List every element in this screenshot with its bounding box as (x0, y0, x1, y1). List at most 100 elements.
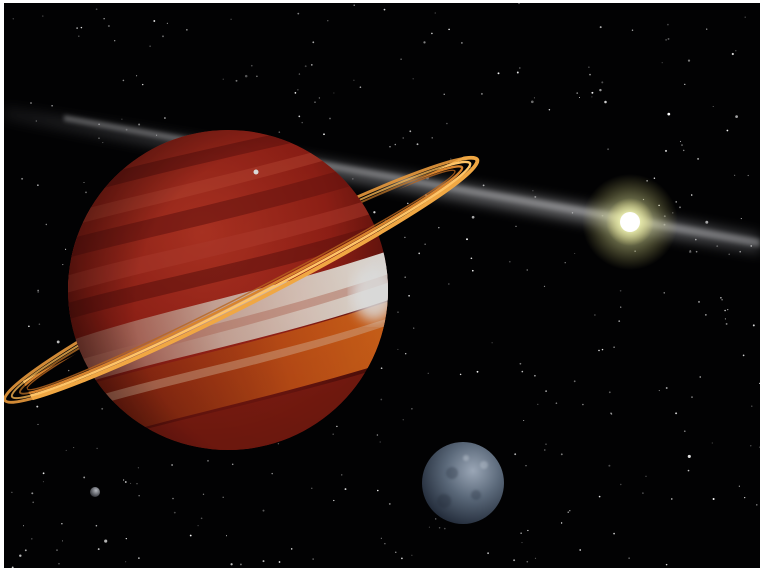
star (513, 559, 516, 562)
star (601, 348, 604, 351)
star (136, 75, 138, 77)
star (78, 35, 80, 37)
star (51, 105, 53, 107)
star (250, 64, 253, 67)
star (428, 526, 430, 528)
star (11, 491, 13, 493)
star (404, 276, 407, 279)
star (438, 527, 441, 529)
star (545, 390, 547, 392)
star (333, 499, 335, 502)
star (314, 101, 316, 103)
star (667, 112, 671, 116)
star (699, 376, 701, 378)
star (312, 558, 314, 560)
star (598, 495, 601, 498)
star (61, 523, 63, 525)
star (599, 88, 602, 92)
star (311, 487, 313, 489)
star (579, 549, 582, 551)
star (413, 327, 415, 329)
star (747, 174, 749, 177)
star (543, 285, 546, 288)
star (690, 194, 693, 196)
star (32, 501, 34, 504)
star (613, 346, 615, 348)
star (548, 109, 551, 111)
star (42, 481, 44, 483)
star (482, 184, 485, 187)
star (534, 557, 537, 559)
star (573, 380, 576, 383)
star (394, 143, 397, 146)
star (65, 248, 67, 250)
star (658, 390, 660, 392)
star (304, 65, 307, 68)
star (525, 465, 527, 467)
star (443, 527, 446, 530)
star (756, 504, 758, 506)
star (222, 78, 224, 80)
star (582, 403, 584, 406)
star (576, 92, 579, 94)
star (312, 41, 315, 44)
star (373, 211, 376, 214)
star (24, 549, 27, 552)
star (124, 481, 127, 483)
star (661, 62, 663, 64)
star (461, 42, 463, 44)
star (230, 18, 232, 21)
star (377, 489, 379, 492)
star (459, 373, 462, 376)
star (665, 387, 668, 389)
star (515, 225, 517, 227)
star (684, 83, 686, 86)
star (688, 250, 692, 254)
star (31, 538, 33, 540)
star (298, 73, 301, 75)
star (383, 8, 386, 11)
star (523, 419, 525, 422)
star (653, 177, 656, 179)
star (56, 340, 60, 344)
star (681, 144, 683, 147)
star (141, 83, 144, 86)
star (695, 250, 698, 253)
star (202, 493, 205, 495)
star (256, 75, 258, 78)
star (376, 434, 379, 436)
star (122, 479, 125, 481)
star (138, 495, 140, 497)
star (679, 206, 681, 209)
star (720, 296, 722, 299)
star (163, 117, 166, 119)
star (527, 529, 529, 532)
host-star (582, 174, 678, 270)
star (591, 91, 594, 94)
star (544, 449, 546, 451)
star (610, 412, 612, 414)
star (397, 311, 399, 313)
star (76, 27, 78, 29)
star (85, 191, 87, 194)
star (663, 292, 665, 294)
star (138, 123, 141, 126)
star (67, 369, 70, 372)
star (555, 402, 558, 405)
star (36, 405, 39, 408)
star (83, 181, 85, 184)
star (530, 100, 534, 104)
star (725, 322, 728, 325)
star (12, 18, 15, 20)
star (689, 250, 692, 252)
star (294, 92, 297, 94)
star (222, 496, 224, 499)
star (598, 349, 600, 352)
star (608, 464, 611, 467)
star (73, 447, 75, 449)
star (487, 552, 489, 555)
star (416, 143, 419, 146)
star (102, 142, 104, 144)
star (21, 177, 24, 180)
star (200, 517, 203, 520)
